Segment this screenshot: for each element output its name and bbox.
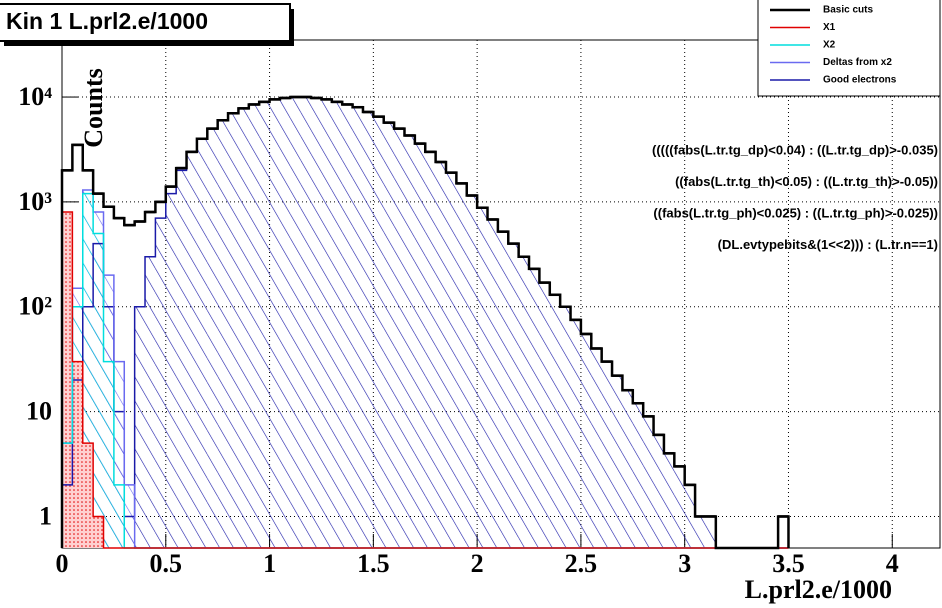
bar bbox=[217, 120, 229, 549]
bar bbox=[134, 306, 146, 548]
chart-title: Kin 1 L.prl2.e/1000 bbox=[6, 8, 208, 34]
bar bbox=[362, 112, 374, 548]
bar bbox=[82, 443, 94, 548]
annotation: (DL.evtypebits&(1<<2))) : (L.tr.n==1) bbox=[718, 237, 938, 252]
bar bbox=[529, 268, 540, 548]
bar bbox=[414, 143, 426, 548]
bar bbox=[342, 104, 353, 548]
bar bbox=[113, 484, 125, 548]
bar bbox=[290, 97, 301, 548]
x-tick-label: 1 bbox=[263, 549, 276, 578]
bar bbox=[663, 453, 675, 548]
bar bbox=[539, 282, 550, 548]
legend-label: X2 bbox=[823, 40, 836, 51]
y-axis-label: Counts bbox=[79, 68, 108, 147]
bar bbox=[383, 122, 395, 548]
bar bbox=[269, 99, 280, 548]
bar bbox=[82, 193, 94, 548]
bar bbox=[518, 256, 530, 548]
bar bbox=[321, 99, 332, 548]
y-tick-label: 10³ bbox=[18, 187, 52, 216]
bar bbox=[155, 218, 166, 548]
bar bbox=[612, 375, 623, 548]
bar bbox=[248, 104, 260, 548]
bar bbox=[456, 183, 467, 548]
y-tick-label: 10 bbox=[26, 397, 52, 426]
x-tick-label: 1.5 bbox=[357, 549, 390, 578]
bar bbox=[674, 466, 685, 548]
bar bbox=[373, 116, 384, 548]
bar bbox=[186, 151, 197, 548]
x-tick-label: 0.5 bbox=[150, 549, 183, 578]
bar bbox=[352, 107, 363, 549]
bar bbox=[560, 306, 571, 548]
x-tick-label: 3.5 bbox=[772, 549, 805, 578]
bar bbox=[580, 333, 592, 548]
outline bbox=[61, 211, 789, 549]
annotation: ((fabs(L.tr.tg_th)<0.05) : ((L.tr.tg_th)… bbox=[675, 174, 938, 189]
title-box bbox=[0, 3, 291, 42]
bar bbox=[487, 219, 498, 548]
x-tick-label: 2 bbox=[471, 549, 484, 578]
bar bbox=[643, 416, 654, 548]
annotation: ((fabs(L.tr.tg_ph)<0.025) : ((L.tr.tg_ph… bbox=[653, 205, 938, 220]
x-tick-label: 4 bbox=[886, 549, 899, 578]
bar bbox=[695, 516, 706, 548]
bar bbox=[165, 193, 177, 548]
bar bbox=[103, 361, 114, 548]
x-tick-label: 0 bbox=[56, 549, 69, 578]
bar bbox=[477, 207, 488, 548]
bar bbox=[497, 231, 509, 548]
x-tick-label: 2.5 bbox=[565, 549, 598, 578]
x-tick-label: 3 bbox=[678, 549, 691, 578]
bar bbox=[622, 390, 633, 548]
annotation: (((((fabs(L.tr.tg_dp)<0.04) : ((L.tr.tg_… bbox=[652, 142, 938, 157]
bar bbox=[62, 212, 73, 549]
bar bbox=[72, 361, 83, 548]
bar bbox=[570, 319, 581, 548]
bar bbox=[394, 128, 405, 548]
bar bbox=[445, 172, 457, 548]
legend-label: Good electrons bbox=[823, 75, 897, 86]
bar bbox=[228, 113, 239, 549]
bar bbox=[176, 170, 187, 548]
bar bbox=[653, 434, 664, 548]
bar bbox=[93, 516, 104, 548]
bar bbox=[466, 195, 478, 548]
bar bbox=[113, 361, 125, 548]
bar bbox=[425, 151, 436, 548]
legend-label: X1 bbox=[823, 22, 836, 33]
bar bbox=[331, 101, 343, 549]
y-tick-label: 10² bbox=[18, 292, 52, 321]
bar bbox=[435, 162, 446, 549]
bar bbox=[238, 108, 249, 548]
bar bbox=[279, 97, 291, 548]
bar bbox=[145, 256, 156, 548]
bar bbox=[705, 516, 716, 548]
y-tick-label: 10⁴ bbox=[18, 82, 52, 111]
bar bbox=[300, 97, 312, 548]
bar bbox=[311, 97, 322, 548]
bar bbox=[404, 135, 415, 548]
bar bbox=[196, 138, 208, 548]
bar bbox=[632, 403, 644, 548]
bar bbox=[549, 294, 561, 548]
legend-label: Deltas from x2 bbox=[823, 57, 892, 68]
bar bbox=[259, 101, 270, 549]
outline bbox=[60, 95, 790, 550]
bar bbox=[207, 128, 218, 548]
legend-label: Basic cuts bbox=[823, 5, 873, 16]
bar bbox=[591, 348, 602, 548]
bar bbox=[601, 361, 613, 548]
bar bbox=[93, 233, 104, 549]
bar bbox=[684, 484, 696, 548]
bar bbox=[508, 243, 519, 548]
x-axis-label: L.prl2.e/1000 bbox=[745, 575, 892, 604]
y-tick-label: 1 bbox=[39, 501, 52, 530]
